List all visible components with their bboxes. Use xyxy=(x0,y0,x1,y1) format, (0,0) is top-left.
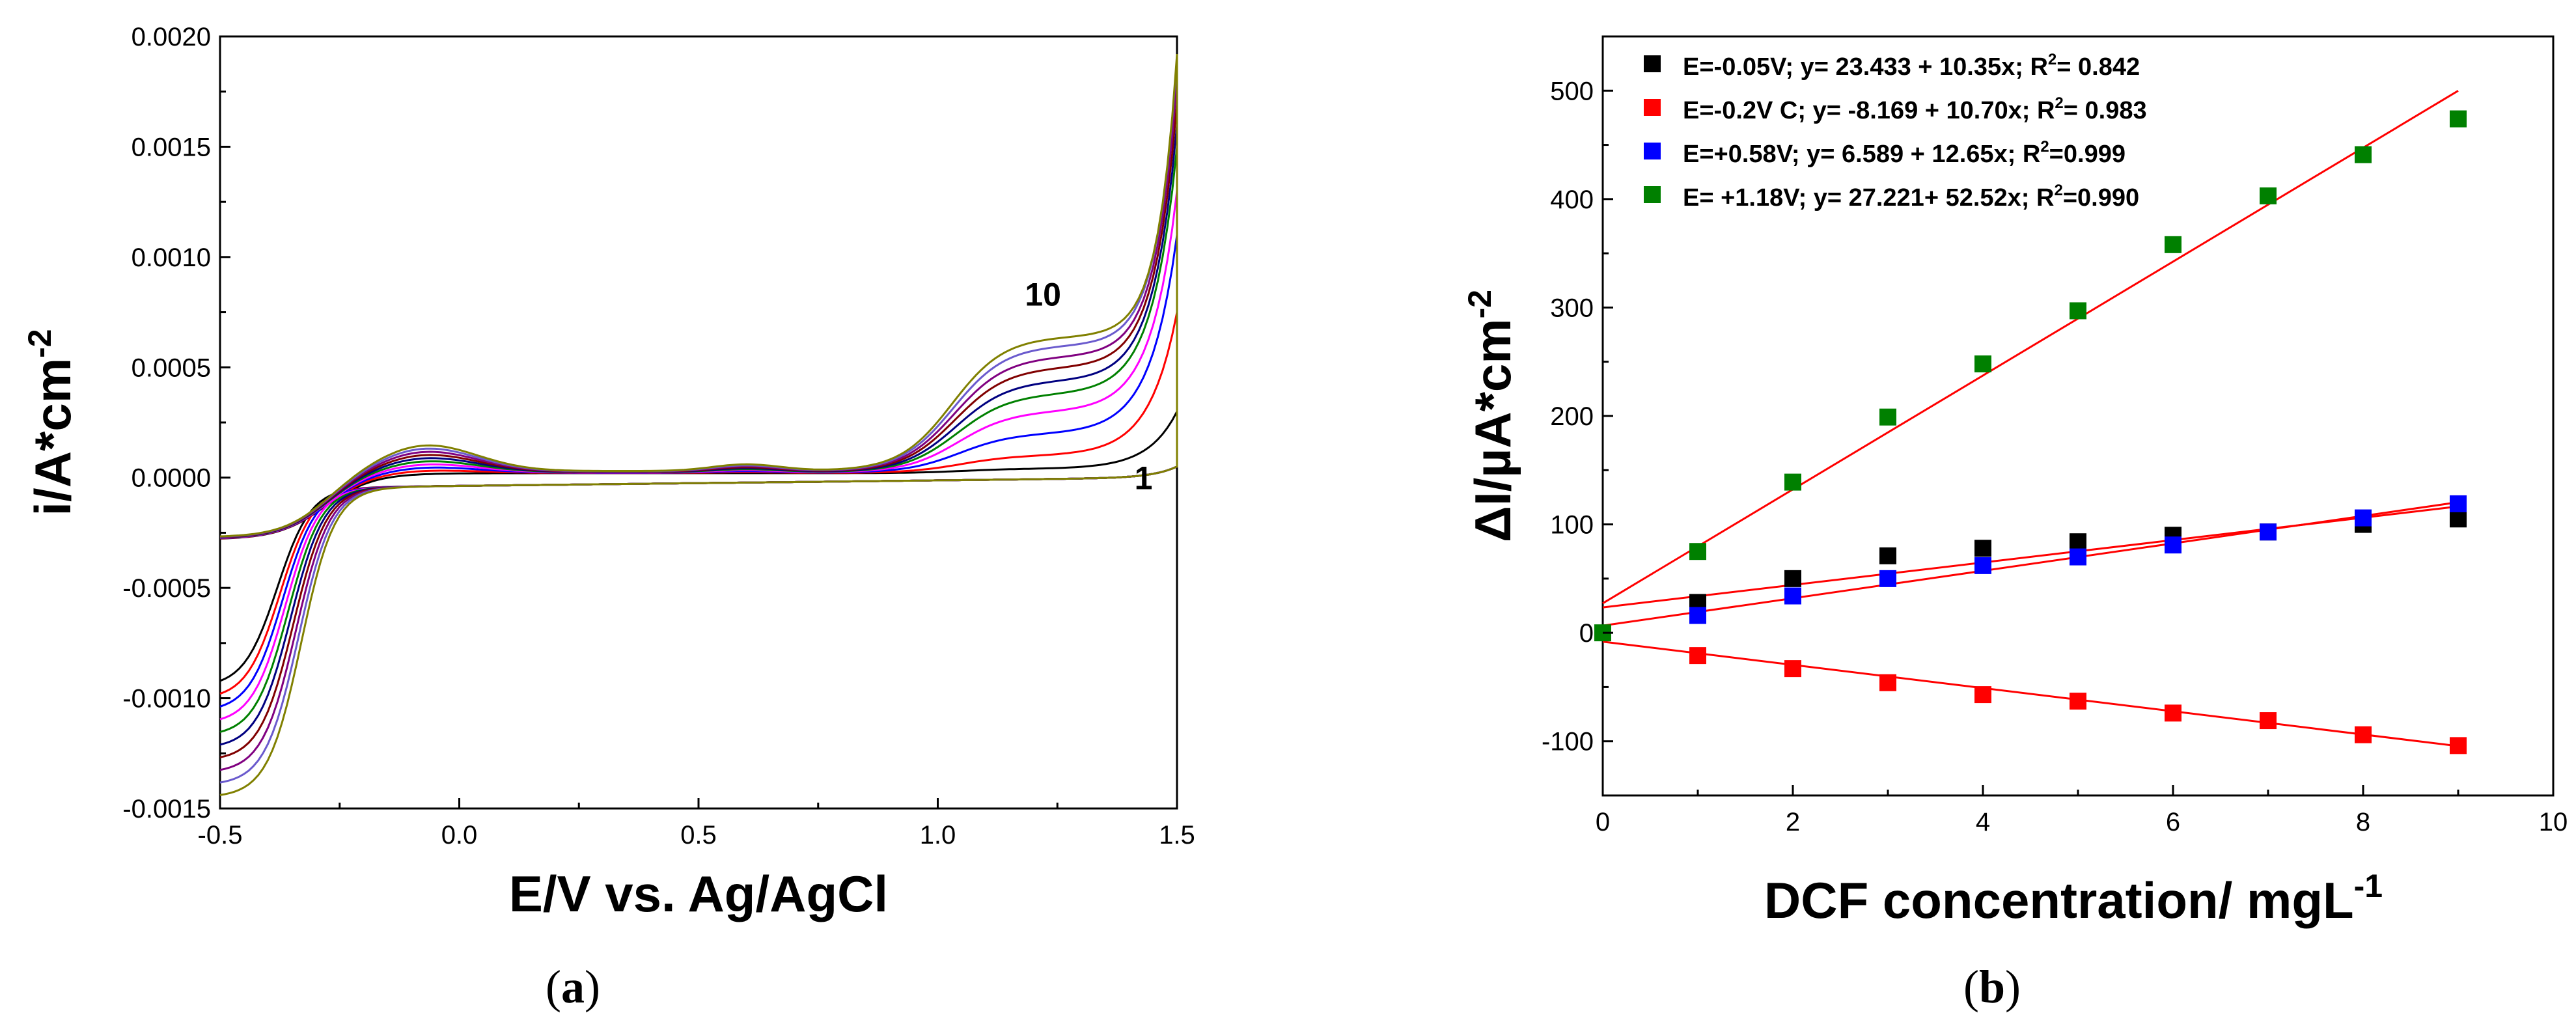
point-series-0 xyxy=(1879,547,1896,564)
cv-curve-5 xyxy=(219,146,1178,733)
point-series-2 xyxy=(2355,509,2372,527)
point-series-2 xyxy=(2070,548,2086,566)
caption-a: (a) xyxy=(546,961,600,1013)
legend-entry-series-3: E= +1.18V; y= 27.221+ 52.52x; R2=0.990 xyxy=(1683,182,2139,212)
chart-a-x-axis-label: E/V vs. Ag/AgCl xyxy=(509,865,888,922)
cv-curve-7 xyxy=(219,102,1178,758)
legend-marker-series-2 xyxy=(1644,143,1661,159)
point-series-3 xyxy=(2070,302,2086,320)
chart-b-x-tick-label: 4 xyxy=(1976,808,1990,836)
chart-b-x-tick-label: 6 xyxy=(2166,808,2180,836)
chart-b-y-tick-label: 100 xyxy=(1550,511,1594,540)
point-series-1 xyxy=(2355,726,2372,743)
cv-curve-8 xyxy=(219,80,1178,771)
point-series-0 xyxy=(1784,570,1801,587)
legend-entry-series-2: E=+0.58V; y= 6.589 + 12.65x; R2=0.999 xyxy=(1683,138,2126,168)
chart-a-frame xyxy=(219,35,1178,810)
point-series-1 xyxy=(1879,674,1896,691)
chart-a-y-tick-label: -0.0005 xyxy=(122,574,211,603)
chart-b-legend: E=-0.05V; y= 23.433 + 10.35x; R2= 0.842 … xyxy=(1644,51,2147,212)
chart-a-curves xyxy=(219,53,1178,796)
chart-a-y-tick-label: 0.0000 xyxy=(132,464,211,493)
chart-b-y-axis-label: ΔI/µA*cm-2 xyxy=(1461,290,1521,542)
chart-a-y-tick-label: -0.0010 xyxy=(122,685,211,713)
point-series-2 xyxy=(1974,557,1991,574)
chart-a: -0.5 0.0 0.5 1.0 1.5 -0.0015 -0.0010 -0.0005 0.0… xyxy=(21,23,1195,922)
chart-b-y-tick-label: -100 xyxy=(1542,728,1594,756)
chart-a-annotation-1: 1 xyxy=(1135,460,1153,497)
fit-line-series-3 xyxy=(1602,90,2459,605)
chart-a-y-tick-label: 0.0010 xyxy=(132,243,211,272)
chart-a-x-tick-label: -0.5 xyxy=(198,821,243,849)
point-series-1 xyxy=(1974,686,1991,704)
fit-line-series-2 xyxy=(1602,501,2459,627)
chart-a-ticks: -0.5 0.0 0.5 1.0 1.5 -0.0015 -0.0010 -0.0005 0.0… xyxy=(122,23,1195,849)
cv-curve-10 xyxy=(219,53,1178,796)
point-series-1 xyxy=(2165,704,2181,722)
chart-b-x-axis-label: DCF concentration/ mgL-1 xyxy=(1764,868,2383,929)
chart-a-annotation-10: 10 xyxy=(1025,276,1061,312)
chart-b-y-tick-label: 200 xyxy=(1550,402,1594,431)
point-series-2 xyxy=(2450,495,2467,512)
point-series-0 xyxy=(2450,510,2467,528)
chart-a-y-tick-label: 0.0020 xyxy=(132,23,211,51)
point-series-2 xyxy=(1879,570,1896,587)
chart-b-points xyxy=(1594,110,2467,754)
legend-marker-series-3 xyxy=(1644,186,1661,203)
point-series-3 xyxy=(1784,473,1801,491)
point-series-2 xyxy=(2165,536,2181,554)
legend-entry-series-0: E=-0.05V; y= 23.433 + 10.35x; R2= 0.842 xyxy=(1683,51,2140,81)
point-series-1 xyxy=(2070,693,2086,710)
point-series-2 xyxy=(1689,607,1706,624)
point-series-3 xyxy=(1879,408,1896,426)
point-series-1 xyxy=(1784,660,1801,678)
point-series-3 xyxy=(2260,187,2277,204)
point-series-2 xyxy=(2260,523,2277,541)
chart-b-x-tick-label: 10 xyxy=(2539,808,2568,836)
chart-a-y-tick-label: 0.0005 xyxy=(132,353,211,382)
legend-marker-series-0 xyxy=(1644,55,1661,72)
cv-curve-9 xyxy=(219,58,1178,784)
chart-a-x-tick-label: 1.0 xyxy=(920,821,956,849)
chart-b-y-tick-label: 300 xyxy=(1550,294,1594,322)
chart-b-y-tick-label: 400 xyxy=(1550,186,1594,214)
point-series-3 xyxy=(2450,110,2467,128)
point-series-3 xyxy=(1689,543,1706,560)
chart-a-y-axis-label: i/A*cm-2 xyxy=(21,329,81,516)
fit-line-series-1 xyxy=(1602,641,2459,747)
chart-b-ticks: 0 2 4 6 8 10 -100 0 100 200 300 400 500 xyxy=(1542,35,2568,836)
chart-b: 0 2 4 6 8 10 -100 0 100 200 300 400 500 E=-0.05V; y=… xyxy=(1461,35,2568,929)
chart-b-y-tick-label: 500 xyxy=(1550,77,1594,105)
chart-a-y-tick-label: -0.0015 xyxy=(122,795,211,823)
point-series-1 xyxy=(2450,737,2467,754)
chart-b-y-tick-label: 0 xyxy=(1579,619,1594,648)
point-series-1 xyxy=(1689,647,1706,665)
chart-a-y-tick-label: 0.0015 xyxy=(132,133,211,161)
point-series-2 xyxy=(1784,587,1801,605)
chart-b-x-tick-label: 2 xyxy=(1786,808,1800,836)
chart-a-x-tick-label: 0.0 xyxy=(441,821,478,849)
point-series-0 xyxy=(2070,533,2086,551)
legend-marker-series-1 xyxy=(1644,99,1661,116)
chart-a-x-tick-label: 0.5 xyxy=(680,821,717,849)
chart-b-fit-lines xyxy=(1602,90,2459,747)
cv-curve-1 xyxy=(219,411,1178,682)
point-series-1 xyxy=(2260,712,2277,730)
chart-b-x-tick-label: 0 xyxy=(1596,808,1610,836)
point-series-3 xyxy=(2165,236,2181,253)
caption-b: (b) xyxy=(1963,961,2021,1013)
point-series-0 xyxy=(1974,540,1991,557)
chart-a-x-tick-label: 1.5 xyxy=(1159,821,1195,849)
chart-b-x-tick-label: 8 xyxy=(2356,808,2370,836)
point-series-3 xyxy=(2355,146,2372,163)
legend-entry-series-1: E=-0.2V C; y= -8.169 + 10.70x; R2= 0.983 xyxy=(1683,94,2147,124)
cv-curve-2 xyxy=(219,312,1178,695)
point-series-3 xyxy=(1974,355,1991,373)
